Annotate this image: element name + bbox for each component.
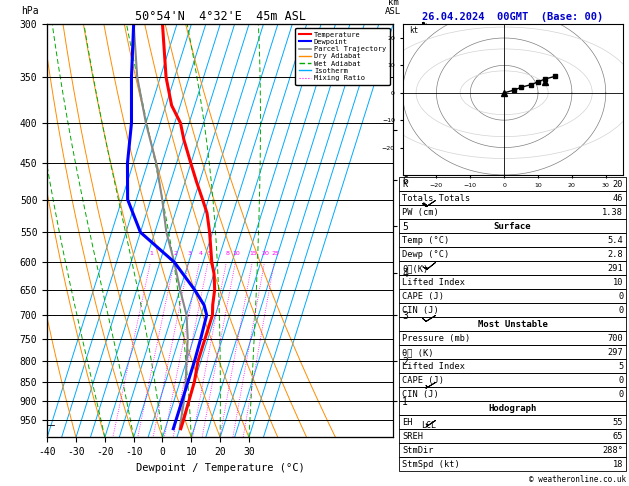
Text: Most Unstable: Most Unstable — [477, 320, 548, 329]
Legend: Temperature, Dewpoint, Parcel Trajectory, Dry Adiabat, Wet Adiabat, Isotherm, Mi: Temperature, Dewpoint, Parcel Trajectory… — [295, 28, 389, 85]
Text: Totals Totals: Totals Totals — [402, 194, 470, 203]
Text: 18: 18 — [613, 460, 623, 469]
Title: 50°54'N  4°32'E  45m ASL: 50°54'N 4°32'E 45m ASL — [135, 10, 306, 23]
Text: km
ASL: km ASL — [385, 0, 401, 16]
Text: 291: 291 — [608, 264, 623, 273]
X-axis label: Dewpoint / Temperature (°C): Dewpoint / Temperature (°C) — [136, 463, 304, 473]
Text: 297: 297 — [608, 348, 623, 357]
Text: PW (cm): PW (cm) — [402, 208, 438, 217]
Text: 26.04.2024  00GMT  (Base: 00): 26.04.2024 00GMT (Base: 00) — [422, 12, 603, 22]
Text: CAPE (J): CAPE (J) — [402, 292, 444, 301]
Text: Surface: Surface — [494, 222, 532, 231]
Text: 55: 55 — [613, 418, 623, 427]
Text: 288°: 288° — [603, 446, 623, 455]
Text: EH: EH — [402, 418, 413, 427]
Text: 10: 10 — [613, 278, 623, 287]
Text: StmDir: StmDir — [402, 446, 433, 455]
Text: StmSpd (kt): StmSpd (kt) — [402, 460, 460, 469]
Text: 5: 5 — [207, 251, 211, 256]
Text: CIN (J): CIN (J) — [402, 390, 438, 399]
Text: 3: 3 — [188, 251, 192, 256]
Text: θᴄ(K): θᴄ(K) — [402, 264, 428, 273]
Text: 2: 2 — [174, 251, 177, 256]
Text: Hodograph: Hodograph — [489, 404, 537, 413]
Text: 25: 25 — [271, 251, 279, 256]
Text: CIN (J): CIN (J) — [402, 306, 438, 315]
Text: 1: 1 — [150, 251, 153, 256]
Text: Lifted Index: Lifted Index — [402, 362, 465, 371]
Text: 0: 0 — [618, 390, 623, 399]
Text: θᴄ (K): θᴄ (K) — [402, 348, 433, 357]
Text: LCL: LCL — [421, 421, 436, 430]
Text: CAPE (J): CAPE (J) — [402, 376, 444, 385]
Text: Lifted Index: Lifted Index — [402, 278, 465, 287]
Text: 65: 65 — [613, 432, 623, 441]
Text: 20: 20 — [262, 251, 269, 256]
Text: K: K — [402, 180, 407, 189]
Text: 0: 0 — [618, 376, 623, 385]
Text: 5: 5 — [618, 362, 623, 371]
Text: 10: 10 — [233, 251, 240, 256]
Text: 2.8: 2.8 — [608, 250, 623, 259]
Text: Temp (°C): Temp (°C) — [402, 236, 449, 245]
Text: 20: 20 — [613, 180, 623, 189]
Text: © weatheronline.co.uk: © weatheronline.co.uk — [529, 474, 626, 484]
Text: 700: 700 — [608, 334, 623, 343]
Text: 1.38: 1.38 — [603, 208, 623, 217]
Text: hPa: hPa — [21, 6, 39, 16]
Text: 5.4: 5.4 — [608, 236, 623, 245]
Text: Pressure (mb): Pressure (mb) — [402, 334, 470, 343]
Text: kt: kt — [409, 26, 418, 35]
Text: 4: 4 — [199, 251, 203, 256]
Text: 0: 0 — [618, 292, 623, 301]
Text: SREH: SREH — [402, 432, 423, 441]
Text: Dewp (°C): Dewp (°C) — [402, 250, 449, 259]
Text: 8: 8 — [226, 251, 230, 256]
Text: 0: 0 — [618, 306, 623, 315]
Text: 15: 15 — [250, 251, 257, 256]
Text: 46: 46 — [613, 194, 623, 203]
